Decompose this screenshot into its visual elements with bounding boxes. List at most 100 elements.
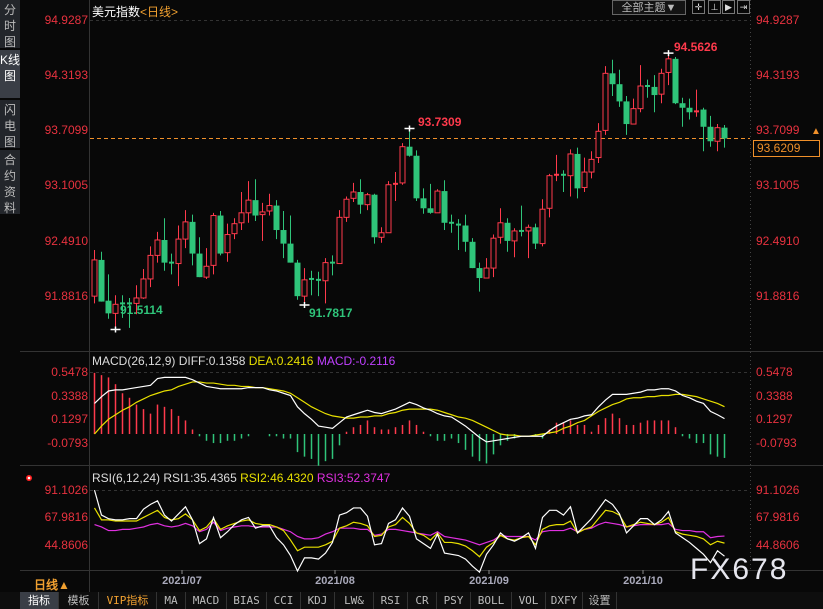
macd-title: MACD(26,12,9) [92, 354, 176, 368]
candle-down [679, 103, 686, 108]
sidebar-tab-kline[interactable]: K线图 [0, 50, 20, 98]
macd-axis-label-right: 0.3388 [756, 389, 793, 403]
candle-up [595, 130, 602, 159]
candle-up [483, 267, 490, 279]
high-annotation: 94.5626 [674, 40, 718, 54]
candle-down [469, 241, 476, 269]
candle-down [441, 191, 448, 223]
candle-down [427, 208, 434, 213]
macd-diff-value: DIFF:0.1358 [178, 354, 246, 368]
macd-axis-label: 0.5478 [51, 365, 88, 379]
candle-down [707, 126, 714, 142]
tab-kdj[interactable]: KDJ [301, 592, 335, 609]
macd-legend: MACD(26,12,9) DIFF:0.1358 DEA:0.2416 MAC… [92, 354, 395, 368]
candle-up [133, 297, 140, 304]
candle-down [252, 200, 259, 216]
candle-up [525, 226, 532, 232]
price-axis-label-right: 93.7099 [756, 123, 800, 137]
price-axis-label-right: 93.1005 [756, 178, 800, 192]
price-axis-label-right: 94.9287 [756, 13, 800, 27]
theme-dropdown[interactable]: 全部主题▼ [612, 0, 686, 15]
tab-rsi[interactable]: RSI [374, 592, 408, 609]
tab-vip-indicators[interactable]: VIP指标 [99, 592, 157, 609]
candle-down [280, 230, 287, 244]
candle-down [623, 101, 630, 125]
tab-macd[interactable]: MACD [186, 592, 227, 609]
macd-dea-value: DEA:0.2416 [248, 354, 314, 368]
price-axis-label: 92.4910 [44, 234, 88, 248]
rsi1-line [93, 489, 725, 574]
candle-down [217, 215, 224, 254]
rsi-title: RSI(6,12,24) [92, 471, 161, 485]
macd-macd-value: MACD:-0.2116 [316, 354, 396, 368]
rsi-axis-label-right: 91.1026 [756, 483, 800, 497]
tab-dxfy[interactable]: DXFY [546, 592, 583, 609]
tab-cr[interactable]: CR [408, 592, 437, 609]
tab-bias[interactable]: BIAS [227, 592, 267, 609]
price-axis-label-right: 92.4910 [756, 234, 800, 248]
candle-up [301, 279, 308, 297]
tab-cci[interactable]: CCI [267, 592, 301, 609]
chart-title: 美元指数<日线> [92, 3, 178, 20]
indicator-settings-icon[interactable] [24, 470, 34, 481]
candle-up [399, 146, 406, 184]
tab-indicators[interactable]: 指标 [20, 592, 59, 609]
period-selector[interactable]: 日线▲ [34, 578, 70, 592]
candle-up [238, 212, 245, 224]
rsi-axis-label-right: 44.8606 [756, 538, 800, 552]
candle-down [532, 227, 539, 244]
tab-settings[interactable]: 设置 [583, 592, 617, 609]
candle-up [637, 85, 644, 110]
candle-down [161, 239, 168, 263]
candle-up [140, 278, 147, 299]
candle-down [357, 191, 364, 205]
candle-up [434, 190, 441, 214]
sidebar-tab-contract-info[interactable]: 合约资料 [0, 150, 20, 215]
candle-up [385, 184, 392, 234]
candle-up [224, 234, 231, 254]
candle-down [105, 300, 112, 314]
date-axis-label: 2021/10 [623, 575, 663, 587]
candle-up [203, 265, 210, 278]
candle-down [616, 84, 623, 102]
candle-up [588, 158, 595, 173]
rsi1-value: RSI1:35.4365 [163, 471, 237, 485]
date-axis-label: 2021/08 [315, 575, 355, 587]
candle-down [574, 153, 581, 189]
sidebar-tab-timeshare[interactable]: 分时图 [0, 0, 20, 49]
candle-down [609, 73, 616, 85]
zoom-range-icon[interactable]: ⊥ [708, 0, 721, 14]
symbol-name: 美元指数 [92, 5, 141, 19]
candle-up [364, 194, 371, 206]
crosshair-icon[interactable]: ✛ [692, 0, 705, 14]
sidebar-tab-flash[interactable]: 闪电图 [0, 100, 20, 149]
candle-down [287, 243, 294, 263]
candle-up [112, 303, 119, 314]
tab-psy[interactable]: PSY [437, 592, 471, 609]
macd-axis-label-right: 0.5478 [756, 365, 793, 379]
rsi-legend: RSI(6,12,24) RSI1:35.4365 RSI2:46.4320 R… [92, 471, 390, 485]
price-axis-label-right: 91.8816 [756, 289, 800, 303]
exit-icon[interactable]: ⇥ [737, 0, 750, 14]
tab-ma[interactable]: MA [157, 592, 186, 609]
tab-vol[interactable]: VOL [512, 592, 546, 609]
extreme-marker-icon [663, 50, 674, 57]
tab-boll[interactable]: BOLL [471, 592, 512, 609]
tab-templates[interactable]: 模板 [59, 592, 99, 609]
candle-down [721, 127, 728, 139]
candle-up [567, 153, 574, 177]
price-axis-label: 94.3193 [44, 68, 88, 82]
candle-up [266, 205, 273, 212]
candle-up [175, 238, 182, 265]
candle-down [476, 268, 483, 279]
candle-up [343, 198, 350, 218]
candle-down [196, 253, 203, 278]
price-axis-label: 91.8816 [44, 289, 88, 303]
play-forward-icon[interactable]: ▶ [722, 0, 735, 14]
date-axis-label: 2021/07 [162, 575, 202, 587]
macd-axis-label: -0.0793 [47, 436, 88, 450]
macd-diff-line [94, 376, 725, 443]
tab-lwr[interactable]: LW& [335, 592, 374, 609]
candle-down [686, 107, 693, 113]
